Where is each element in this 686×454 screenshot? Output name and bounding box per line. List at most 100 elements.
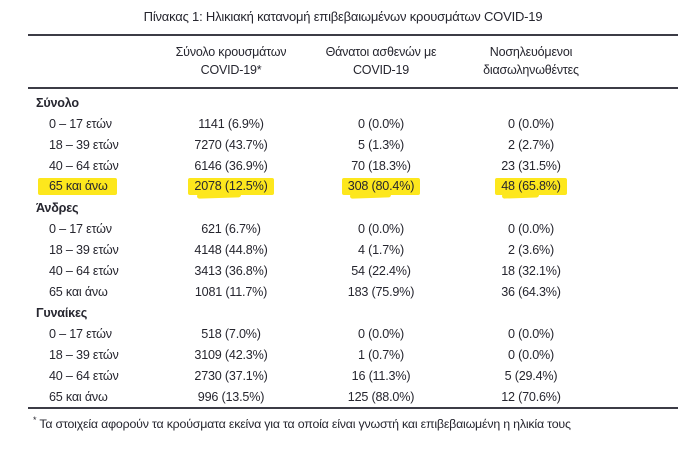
- cases-cell: 6146 (36.9%): [156, 155, 306, 176]
- column-header-line: Σύνολο κρουσμάτων: [175, 45, 287, 59]
- table-row: 0 – 17 ετών 518 (7.0%) 0 (0.0%) 0 (0.0%): [28, 323, 678, 344]
- deaths-cell: 125 (88.0%): [306, 386, 456, 408]
- column-header-cases: Σύνολο κρουσμάτων COVID-19*: [156, 35, 306, 88]
- intubated-cell: 48 (65.8%): [456, 176, 606, 197]
- highlight-mark: 65 και άνω: [38, 178, 117, 196]
- cell-text: 2 (3.6%): [508, 242, 554, 257]
- footnote: * Τα στοιχεία αφορούν τα κρούσματα εκείνα…: [33, 415, 686, 431]
- cell-text: 0 – 17 ετών: [49, 116, 112, 131]
- age-label-cell: 18 – 39 ετών: [28, 134, 156, 155]
- cell-text: 18 (32.1%): [501, 263, 561, 278]
- intubated-cell: 36 (64.3%): [456, 281, 606, 302]
- cell-text: 40 – 64 ετών: [49, 368, 119, 383]
- cell-text: 23 (31.5%): [501, 158, 561, 173]
- table-row: 0 – 17 ετών 621 (6.7%) 0 (0.0%) 0 (0.0%): [28, 218, 678, 239]
- cell-text: 0 (0.0%): [358, 116, 404, 131]
- deaths-cell: 183 (75.9%): [306, 281, 456, 302]
- cell-text: 70 (18.3%): [351, 158, 411, 173]
- cases-cell: 1141 (6.9%): [156, 113, 306, 134]
- column-header-line: διασωληνωθέντες: [483, 63, 579, 78]
- cell-text: 5 (1.3%): [358, 137, 404, 152]
- cell-text: 0 (0.0%): [358, 221, 404, 236]
- section-label: Άνδρες: [36, 200, 79, 215]
- cell-text: 0 (0.0%): [508, 326, 554, 341]
- spacer-cell: [606, 323, 678, 344]
- footnote-text: Τα στοιχεία αφορούν τα κρούσματα εκείνα …: [39, 417, 571, 432]
- cell-text: 6146 (36.9%): [194, 158, 268, 173]
- intubated-cell: 0 (0.0%): [456, 113, 606, 134]
- cell-text: 125 (88.0%): [347, 389, 415, 404]
- spacer-cell: [606, 218, 678, 239]
- age-label-cell: 0 – 17 ετών: [28, 323, 156, 344]
- intubated-cell: 5 (29.4%): [456, 365, 606, 386]
- cases-cell: 4148 (44.8%): [156, 239, 306, 260]
- highlight-mark: 48 (65.8%): [495, 178, 567, 196]
- cell-text: 2 (2.7%): [508, 137, 554, 152]
- deaths-cell: 1 (0.7%): [306, 344, 456, 365]
- cell-text: 18 – 39 ετών: [49, 137, 119, 152]
- cell-text: 0 (0.0%): [358, 326, 404, 341]
- cases-cell: 518 (7.0%): [156, 323, 306, 344]
- deaths-cell: 308 (80.4%): [306, 176, 456, 197]
- covid-age-table: Σύνολο κρουσμάτων COVID-19* Θάνατοι ασθε…: [28, 34, 678, 410]
- table-row: 18 – 39 ετών 7270 (43.7%) 5 (1.3%) 2 (2.7%): [28, 134, 678, 155]
- cell-text: 54 (22.4%): [351, 263, 411, 278]
- cases-cell: 1081 (11.7%): [156, 281, 306, 302]
- cell-text: 40 – 64 ετών: [49, 263, 119, 278]
- deaths-cell: 4 (1.7%): [306, 239, 456, 260]
- section-header-row: Άνδρες: [28, 197, 678, 218]
- table-row: 18 – 39 ετών 4148 (44.8%) 4 (1.7%) 2 (3.6%): [28, 239, 678, 260]
- cases-cell: 2078 (12.5%): [156, 176, 306, 197]
- cell-text: 65 και άνω: [49, 284, 108, 299]
- age-label-cell: 65 και άνω: [28, 281, 156, 302]
- deaths-cell: 16 (11.3%): [306, 365, 456, 386]
- spacer-cell: [606, 365, 678, 386]
- intubated-cell: 0 (0.0%): [456, 323, 606, 344]
- column-header-line: COVID-19: [352, 63, 410, 78]
- deaths-cell: 0 (0.0%): [306, 113, 456, 134]
- cell-text: 4148 (44.8%): [194, 242, 268, 257]
- age-label-cell: 18 – 39 ετών: [28, 344, 156, 365]
- age-label-cell: 65 και άνω: [28, 176, 156, 197]
- deaths-cell: 0 (0.0%): [306, 323, 456, 344]
- spacer-cell: [606, 344, 678, 365]
- spacer-cell: [606, 260, 678, 281]
- intubated-cell: 18 (32.1%): [456, 260, 606, 281]
- age-label-cell: 0 – 17 ετών: [28, 113, 156, 134]
- table-row: 40 – 64 ετών 3413 (36.8%) 54 (22.4%) 18 (32…: [28, 260, 678, 281]
- cell-text: 0 – 17 ετών: [49, 326, 112, 341]
- footnote-asterisk: *: [33, 415, 37, 426]
- cell-text: 1081 (11.7%): [194, 284, 268, 299]
- cell-text: 0 (0.0%): [508, 221, 554, 236]
- header-row: Σύνολο κρουσμάτων COVID-19* Θάνατοι ασθε…: [28, 35, 678, 89]
- deaths-cell: 5 (1.3%): [306, 134, 456, 155]
- cell-text: 18 – 39 ετών: [49, 242, 119, 257]
- header-spacer-cell: [606, 35, 678, 88]
- intubated-cell: 0 (0.0%): [456, 218, 606, 239]
- cases-cell: 3109 (42.3%): [156, 344, 306, 365]
- page-title: Πίνακας 1: Ηλικιακή κατανομή επιβεβαιωμέ…: [143, 9, 543, 24]
- cell-text: 4 (1.7%): [358, 242, 404, 257]
- table-row: 65 και άνω 2078 (12.5%) 308 (80.4%) 48 (65.…: [28, 176, 678, 197]
- cell-text: 0 (0.0%): [508, 116, 554, 131]
- cell-text: 1141 (6.9%): [198, 116, 264, 131]
- spacer-cell: [606, 134, 678, 155]
- age-label-cell: 40 – 64 ετών: [28, 365, 156, 386]
- spacer-cell: [606, 386, 678, 408]
- age-label-cell: 65 και άνω: [28, 386, 156, 408]
- table-row: 18 – 39 ετών 3109 (42.3%) 1 (0.7%) 0 (0.0%): [28, 344, 678, 365]
- cell-text: 36 (64.3%): [501, 284, 561, 299]
- intubated-cell: 12 (70.6%): [456, 386, 606, 408]
- deaths-cell: 54 (22.4%): [306, 260, 456, 281]
- spacer-cell: [606, 176, 678, 197]
- table-row: 65 και άνω 996 (13.5%) 125 (88.0%) 12 (70.6…: [28, 386, 678, 408]
- spacer-cell: [606, 281, 678, 302]
- spacer-cell: [606, 239, 678, 260]
- age-label-cell: 40 – 64 ετών: [28, 155, 156, 176]
- highlight-mark: 2078 (12.5%): [188, 178, 274, 196]
- cell-text: 5 (29.4%): [504, 368, 558, 383]
- age-label-cell: 40 – 64 ετών: [28, 260, 156, 281]
- cell-text: 1 (0.7%): [358, 347, 404, 362]
- table-row: 65 και άνω 1081 (11.7%) 183 (75.9%) 36 (64.…: [28, 281, 678, 302]
- section-label: Σύνολο: [36, 95, 79, 110]
